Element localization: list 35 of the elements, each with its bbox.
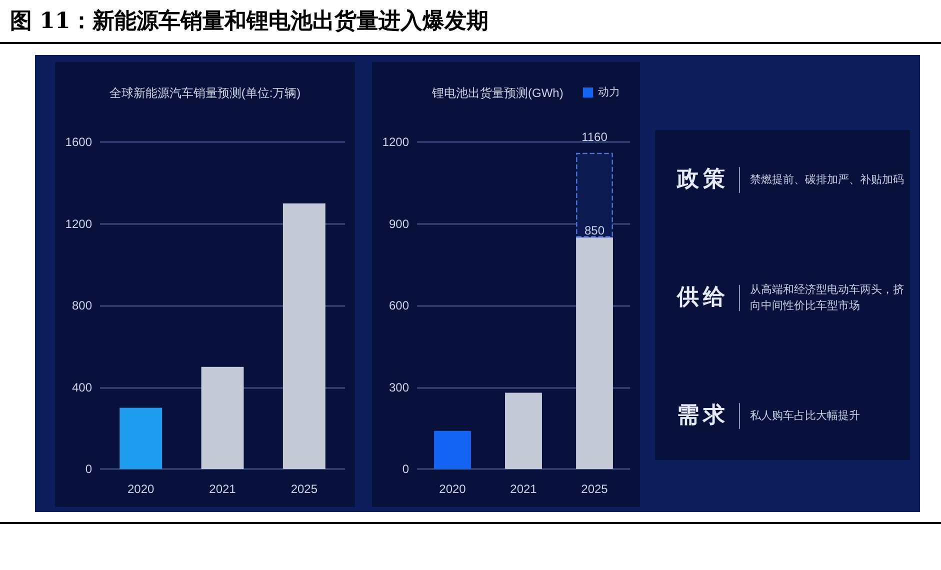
data-label: 850 — [584, 223, 605, 238]
chart-title: 图 11：新能源车销量和锂电池出货量进入爆发期 — [10, 7, 488, 36]
y-tick-label: 400 — [72, 380, 92, 394]
text: 供给 — [655, 285, 740, 311]
total-label: 1160 — [582, 130, 608, 144]
bar — [434, 430, 471, 469]
y-tick-label: 1200 — [382, 135, 410, 149]
x-tick-label: 2020 — [439, 482, 466, 496]
text: 需求 — [655, 403, 740, 429]
text: 私人购车占比大幅提升 — [749, 408, 861, 424]
y-tick-label: 800 — [72, 298, 92, 312]
x-tick-label: 2020 — [127, 482, 155, 496]
y-tick-label: 300 — [388, 380, 410, 394]
text: 政策 — [655, 167, 740, 193]
chart-subtitle: 锂电池出货量预测(GWh) — [431, 86, 564, 100]
bar — [120, 408, 162, 469]
chart-subtitle: 全球新能源汽车销量预测(单位:万辆) — [109, 86, 301, 100]
bar — [576, 152, 613, 238]
bar — [201, 366, 244, 469]
bar — [505, 392, 542, 469]
x-tick-label: 2021 — [209, 482, 236, 496]
y-tick-label: 900 — [388, 216, 410, 231]
bar — [282, 203, 326, 469]
x-tick-label: 2025 — [581, 482, 608, 496]
text: 从高端和经济型电动车两头，挤向中间性价比车型市场 — [749, 282, 905, 314]
y-tick-label: 0 — [85, 462, 92, 476]
bar — [576, 237, 613, 469]
y-tick-label: 600 — [388, 298, 410, 312]
y-tick-label: 1600 — [65, 135, 92, 149]
y-tick-label: 0 — [402, 462, 410, 476]
y-tick-label: 1200 — [65, 216, 92, 231]
legend-label: 动力 — [598, 86, 620, 98]
x-tick-label: 2021 — [510, 482, 538, 496]
text: 禁燃提前、碳排加严、补贴加码 — [749, 172, 905, 188]
x-tick-label: 2025 — [290, 482, 318, 496]
